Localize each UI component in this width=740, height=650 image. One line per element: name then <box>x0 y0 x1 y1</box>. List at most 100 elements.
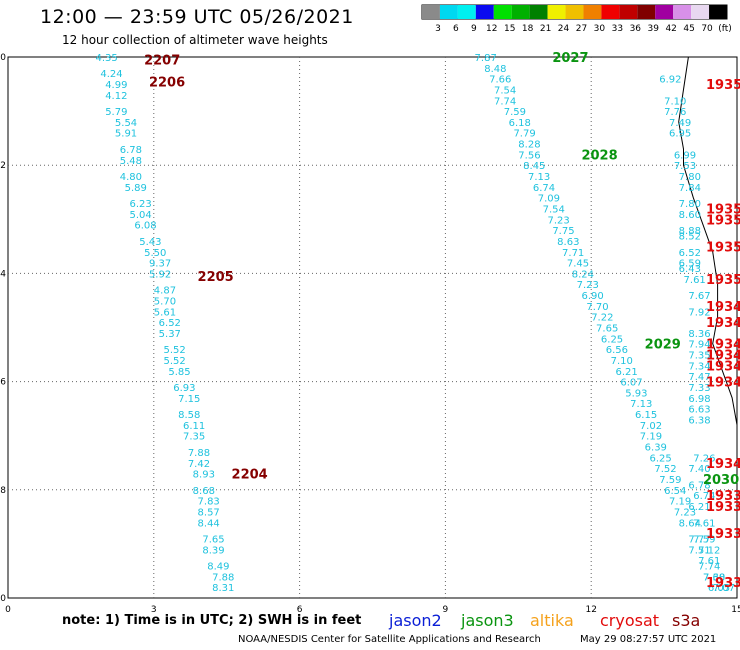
wave-height-label: 7.84 <box>679 183 701 194</box>
wave-height-label: 7.49 <box>669 118 691 129</box>
legend-jason2: jason2 <box>389 611 442 630</box>
wave-height-label: 8.24 <box>572 269 594 280</box>
wave-height-label: 7.10 <box>611 356 633 367</box>
pass-time-label: 1935 <box>706 202 740 217</box>
wave-height-label: 7.75 <box>552 226 574 237</box>
wave-height-label: 7.77 <box>688 534 710 545</box>
pass-time-label: 1934 <box>706 300 740 315</box>
x-tick-label: 12 <box>585 605 596 615</box>
colorbar-label: 3 <box>435 24 441 34</box>
wave-height-label: 7.52 <box>654 464 676 475</box>
colorbar-swatch <box>422 5 440 19</box>
wave-height-label: 7.61 <box>698 556 720 567</box>
wave-height-label: 6.21 <box>616 367 638 378</box>
wave-height-label: 8.60 <box>679 210 701 221</box>
legend-jason3: jason3 <box>461 611 514 630</box>
wave-height-label: 7.35 <box>183 432 205 443</box>
wave-height-label: 6.56 <box>606 345 628 356</box>
colorbar-label: 39 <box>648 24 660 34</box>
legend-altika: altika <box>530 611 574 630</box>
colorbar-label: 12 <box>486 24 497 34</box>
colorbar-swatch <box>547 5 566 19</box>
pass-time-label: 1933 <box>706 576 740 591</box>
wave-height-label: 4.12 <box>105 91 127 102</box>
wave-height-label: 7.74 <box>494 96 516 107</box>
wave-height-label: 6.05 <box>708 583 730 594</box>
y-tick-label: -24 <box>0 269 6 279</box>
colorbar-label: 42 <box>665 24 676 34</box>
wave-height-label: 5.85 <box>168 367 190 378</box>
wave-height-label: 8.88 <box>679 226 701 237</box>
wave-height-label: 7.23 <box>547 215 569 226</box>
wave-height-label: 7.42 <box>188 459 210 470</box>
generated-timestamp: May 29 08:27:57 UTC 2021 <box>580 634 717 645</box>
wave-height-label: 8.39 <box>202 545 224 556</box>
wave-height-label: 4.87 <box>154 286 176 297</box>
wave-height-label: 7.19 <box>640 432 662 443</box>
wave-height-label: 7.66 <box>489 75 511 86</box>
wave-height-label: 7.23 <box>674 507 696 518</box>
wave-height-label: 7.65 <box>202 534 224 545</box>
wave-height-label: 7.53 <box>674 161 696 172</box>
wave-height-label: 6.07 <box>620 378 642 389</box>
colorbar-label: 70 <box>701 24 713 34</box>
x-tick-label: 3 <box>151 605 157 615</box>
colorbar-swatch <box>637 5 656 19</box>
wave-height-label: 7.12 <box>698 545 720 556</box>
coastline <box>678 56 738 425</box>
wave-height-label: 4.99 <box>105 80 127 91</box>
colorbar-swatch <box>655 5 674 19</box>
legend-cryosat: cryosat <box>600 611 660 630</box>
legend-s3a: s3a <box>672 611 701 630</box>
wave-height-label: 7.68 <box>703 572 725 583</box>
wave-height-label: 5.89 <box>125 183 147 194</box>
colorbar-swatch <box>601 5 620 19</box>
wave-height-label: 7.40 <box>688 464 710 475</box>
wave-height-label: 7.15 <box>178 394 200 405</box>
wave-height-label: 5.91 <box>115 129 137 140</box>
wave-height-label: 5.52 <box>164 345 186 356</box>
colorbar-label: 36 <box>630 24 642 34</box>
wave-height-label: 4.35 <box>95 53 117 64</box>
wave-height-label: 8.63 <box>557 237 579 248</box>
wave-height-label: 8.44 <box>198 518 220 529</box>
wave-height-label: 7.65 <box>596 324 618 335</box>
wave-height-label: 7.88 <box>188 448 210 459</box>
pass-time-label: 2028 <box>581 148 617 163</box>
chart-subtitle: 12 hour collection of altimeter wave hei… <box>62 33 328 47</box>
wave-height-label: 6.25 <box>650 453 672 464</box>
y-tick-label: -28 <box>0 486 6 496</box>
wave-height-label: 7.33 <box>688 383 710 394</box>
wave-height-label: 7.67 <box>688 291 710 302</box>
footnote: note: 1) Time is in UTC; 2) SWH is in fe… <box>62 613 362 628</box>
wave-height-label: 6.92 <box>659 75 681 86</box>
wave-height-label: 6.11 <box>183 421 205 432</box>
wave-height-label: 8.49 <box>207 562 229 573</box>
y-tick-label: -20 <box>0 53 6 63</box>
colorbar-label: 15 <box>504 24 515 34</box>
wave-height-label: 6.63 <box>688 405 710 416</box>
wave-height-label: 8.45 <box>523 161 545 172</box>
wave-height-label: 6.25 <box>601 334 623 345</box>
wave-height-label: 7.80 <box>679 172 701 183</box>
colorbar-swatch <box>709 5 727 19</box>
colorbar-swatch <box>565 5 584 19</box>
wave-height-label: 6.38 <box>688 415 710 426</box>
wave-height-label: 7.23 <box>577 280 599 291</box>
wave-height-label: 6.18 <box>509 118 531 129</box>
wave-height-label: 7.80 <box>679 199 701 210</box>
colorbar-swatch <box>583 5 602 19</box>
pass-time-label: 1933 <box>706 500 740 515</box>
wave-height-label: 5.54 <box>115 118 137 129</box>
wave-height-label: 6.93 <box>173 383 195 394</box>
pass-time-label: 2207 <box>144 54 180 69</box>
wave-height-label: 8.57 <box>198 507 220 518</box>
wave-height-label: 7.88 <box>212 572 234 583</box>
pass-time-label: 2030 <box>703 473 739 488</box>
colorbar-swatch <box>439 5 458 19</box>
wave-height-label: 7.22 <box>591 313 613 324</box>
wave-height-label: 8.52 <box>679 232 701 243</box>
colorbar-label: 33 <box>612 24 623 34</box>
wave-height-label: 6.98 <box>688 394 710 405</box>
